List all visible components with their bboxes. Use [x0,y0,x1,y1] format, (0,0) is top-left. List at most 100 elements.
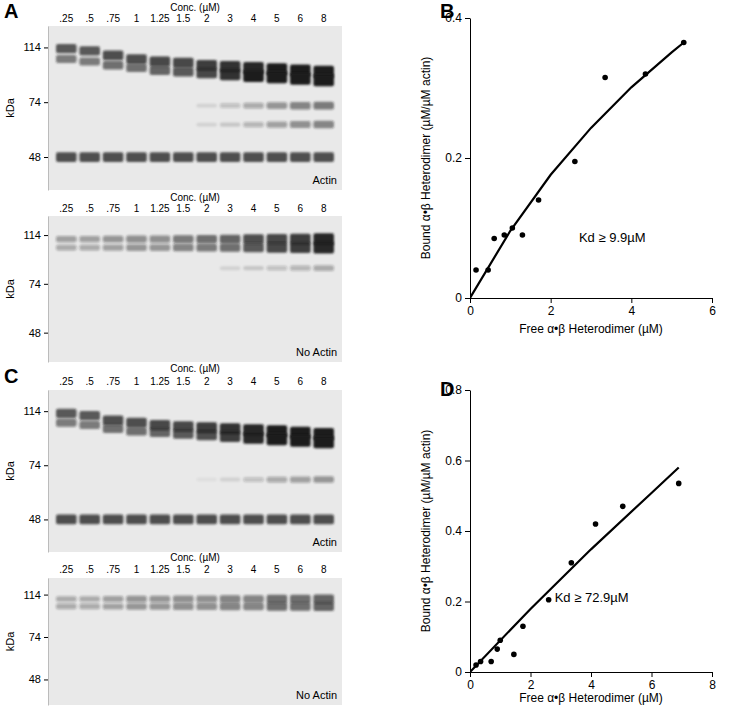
tick-label: 114 [23,229,41,241]
tick-label: 1.25 [150,376,170,387]
x-axis: .25.5.7511.251.5234568 [59,203,327,214]
x-axis: 0 2 4 6 8 [467,672,716,692]
data-point [602,75,608,81]
band [126,603,147,610]
tick: 8 [321,376,327,387]
band [103,236,124,243]
tick-label: 2 [204,203,210,214]
tick-label: 1.5 [176,203,190,214]
tick-label: .75 [106,564,120,575]
fit-line [470,43,684,299]
band [243,477,264,482]
tick-label: 2 [528,678,535,692]
band [173,244,194,252]
tick-mark [631,298,632,303]
tick: 8 [321,564,327,575]
tick-mark [465,18,470,19]
tick-label: 0.4 [445,524,462,538]
data-point [473,267,479,273]
tick-label: 8 [321,203,327,214]
band [173,267,194,270]
tick: 5 [274,564,280,575]
band [220,122,241,126]
tick-label: 1.25 [150,13,170,24]
scatter-panel: D0246800.20.40.60.8Free α•β Heterodimer … [419,378,716,705]
tick-label: 6 [298,203,304,214]
band [79,123,100,126]
tick: 48 [29,513,48,525]
band [79,515,100,525]
tick-label: 1 [134,203,140,214]
band [220,431,241,442]
band [173,67,194,76]
band [220,478,241,482]
band [126,104,147,107]
band [79,604,100,610]
band [243,603,264,611]
tick: 0 [467,672,474,692]
band [79,421,100,429]
tick-label: 1.5 [176,564,190,575]
x-axis-title: Conc. (µM) [170,192,220,203]
tick: 2 [204,376,210,387]
tick-mark [44,679,48,680]
y-axis: 1147448 [23,27,48,191]
band [196,430,217,440]
tick: 1 [134,13,140,24]
tick: .5 [86,13,95,24]
band [313,515,334,525]
tick-label: 6 [649,678,656,692]
annotation: Actin [313,536,337,548]
band [103,51,124,61]
tick: 3 [227,203,233,214]
tick: 0.2 [445,151,470,165]
tick: .25 [59,13,73,24]
band [243,122,264,127]
tick: 1.25 [150,13,170,24]
band [103,267,124,270]
tick: 1.25 [150,203,170,214]
tick: 1.5 [176,203,190,214]
tick-label: 8 [321,564,327,575]
band [79,236,100,242]
band [150,515,171,525]
scatter-panel: B024600.20.4Free α•β Heterodimer (µM)Bou… [419,0,716,336]
band [79,152,100,162]
axis-line [48,27,49,191]
band [313,265,334,271]
tick-label: 1.25 [150,203,170,214]
tick-label: 2 [204,564,210,575]
data-point [572,159,578,165]
plot-marks [470,40,687,298]
band [173,595,194,602]
band [290,121,311,128]
tick: 4 [251,564,257,575]
data-point [546,597,552,603]
band [290,266,311,271]
tick-label: .75 [106,376,120,387]
tick: 74 [29,459,48,471]
band [103,415,124,425]
tick: 8 [709,672,716,692]
gel-panel: A1147448kDa.25.5.7511.251.5234568Conc. (… [4,0,342,191]
tick: 48 [29,151,48,163]
y-axis: 1147448 [23,391,48,553]
band [103,152,124,162]
band [56,267,77,270]
tick-label: 6 [298,376,304,387]
tick: .25 [59,203,73,214]
tick-label: 4 [588,678,595,692]
tick: .25 [59,564,73,575]
band [290,595,311,603]
tick-mark [44,465,48,466]
tick-label: 0.2 [445,595,462,609]
band [267,477,288,483]
band [150,236,171,243]
band [56,419,77,427]
y-axis-title: kDa [4,278,16,298]
tick: 6 [298,203,304,214]
band [267,102,288,109]
band [56,409,77,418]
data-point [536,197,542,203]
band [103,478,124,481]
